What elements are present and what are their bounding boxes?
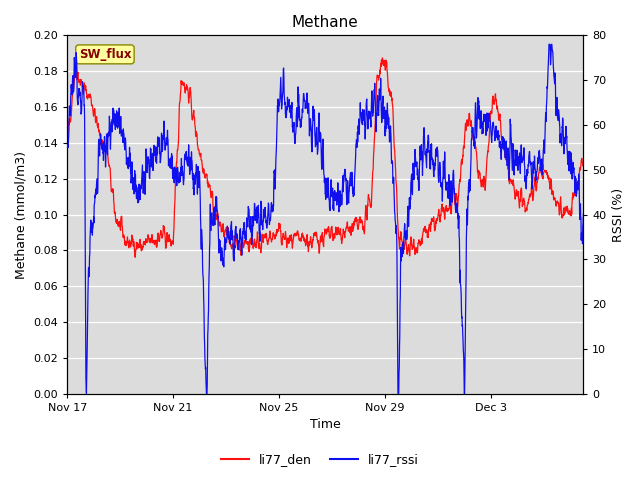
Legend: li77_den, li77_rssi: li77_den, li77_rssi	[216, 448, 424, 471]
Title: Methane: Methane	[292, 15, 358, 30]
Text: SW_flux: SW_flux	[79, 48, 131, 61]
Y-axis label: RSSI (%): RSSI (%)	[612, 188, 625, 241]
X-axis label: Time: Time	[310, 419, 340, 432]
Y-axis label: Methane (mmol/m3): Methane (mmol/m3)	[15, 151, 28, 278]
